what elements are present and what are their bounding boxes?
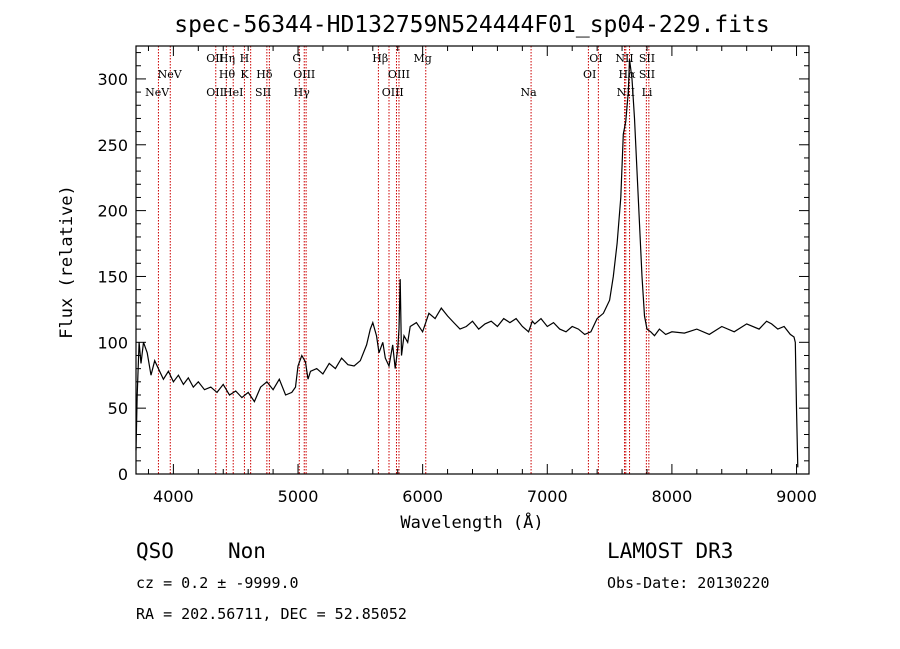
x-tick-label: 7000 <box>527 487 568 506</box>
line-label: OII <box>206 52 224 65</box>
line-label: H <box>240 52 250 65</box>
line-label: G <box>292 52 301 65</box>
x-tick-label: 5000 <box>278 487 319 506</box>
line-label: OI <box>589 52 602 65</box>
x-tick-label: 8000 <box>652 487 693 506</box>
line-label: Hθ <box>219 68 236 81</box>
chart-title: spec-56344-HD132759N524444F01_sp04-229.f… <box>174 12 769 38</box>
x-tick-label: 4000 <box>153 487 194 506</box>
object-class: QSO <box>136 539 174 563</box>
line-label: Hβ <box>372 52 388 65</box>
x-axis: 4000 5000 6000 7000 8000 9000 <box>147 46 817 506</box>
y-tick-label: 150 <box>97 267 128 286</box>
line-label: Hα <box>619 68 637 81</box>
y-tick-label: 200 <box>97 202 128 221</box>
line-label: Li <box>642 86 653 99</box>
y-tick-label: 100 <box>97 333 128 352</box>
x-axis-label: Wavelength (Å) <box>400 511 543 533</box>
y-axis: 0 50 100 150 200 250 300 <box>97 52 809 484</box>
line-label: Hγ <box>294 86 311 99</box>
spectral-line-markers <box>157 46 650 474</box>
y-tick-label: 50 <box>108 399 128 418</box>
line-label: K <box>240 68 249 81</box>
redshift-info: cz = 0.2 ± -9999.0 <box>136 574 299 592</box>
line-label: NII <box>617 86 635 99</box>
x-tick-label: 6000 <box>402 487 443 506</box>
line-label: Mg <box>413 52 431 65</box>
observation-date: Obs-Date: 20130220 <box>607 574 770 592</box>
survey-name: LAMOST DR3 <box>607 539 733 563</box>
spectrum-line <box>135 59 799 468</box>
y-tick-label: 0 <box>118 465 128 484</box>
line-label: OIII <box>293 68 315 81</box>
line-label: OII <box>206 86 224 99</box>
line-label: SII <box>639 52 655 65</box>
coordinates-info: RA = 202.56711, DEC = 52.85052 <box>136 605 407 623</box>
line-label: OIII <box>382 86 404 99</box>
line-label: Na <box>520 86 537 99</box>
line-label: NeV <box>145 86 170 99</box>
y-tick-label: 300 <box>97 70 128 89</box>
y-tick-label: 250 <box>97 136 128 155</box>
line-label: OIII <box>388 68 410 81</box>
line-label: SII <box>639 68 655 81</box>
line-label: HeI <box>223 86 243 99</box>
line-label: Hη <box>219 52 235 65</box>
y-axis-label: Flux (relative) <box>57 185 77 339</box>
line-label: SII <box>255 86 271 99</box>
line-label: NII <box>615 52 633 65</box>
line-label: Hδ <box>256 68 273 81</box>
plot-frame <box>135 45 810 475</box>
x-tick-label: 9000 <box>776 487 817 506</box>
line-label: OI <box>583 68 596 81</box>
object-subclass: Non <box>228 539 266 563</box>
line-label: NeV <box>158 68 183 81</box>
